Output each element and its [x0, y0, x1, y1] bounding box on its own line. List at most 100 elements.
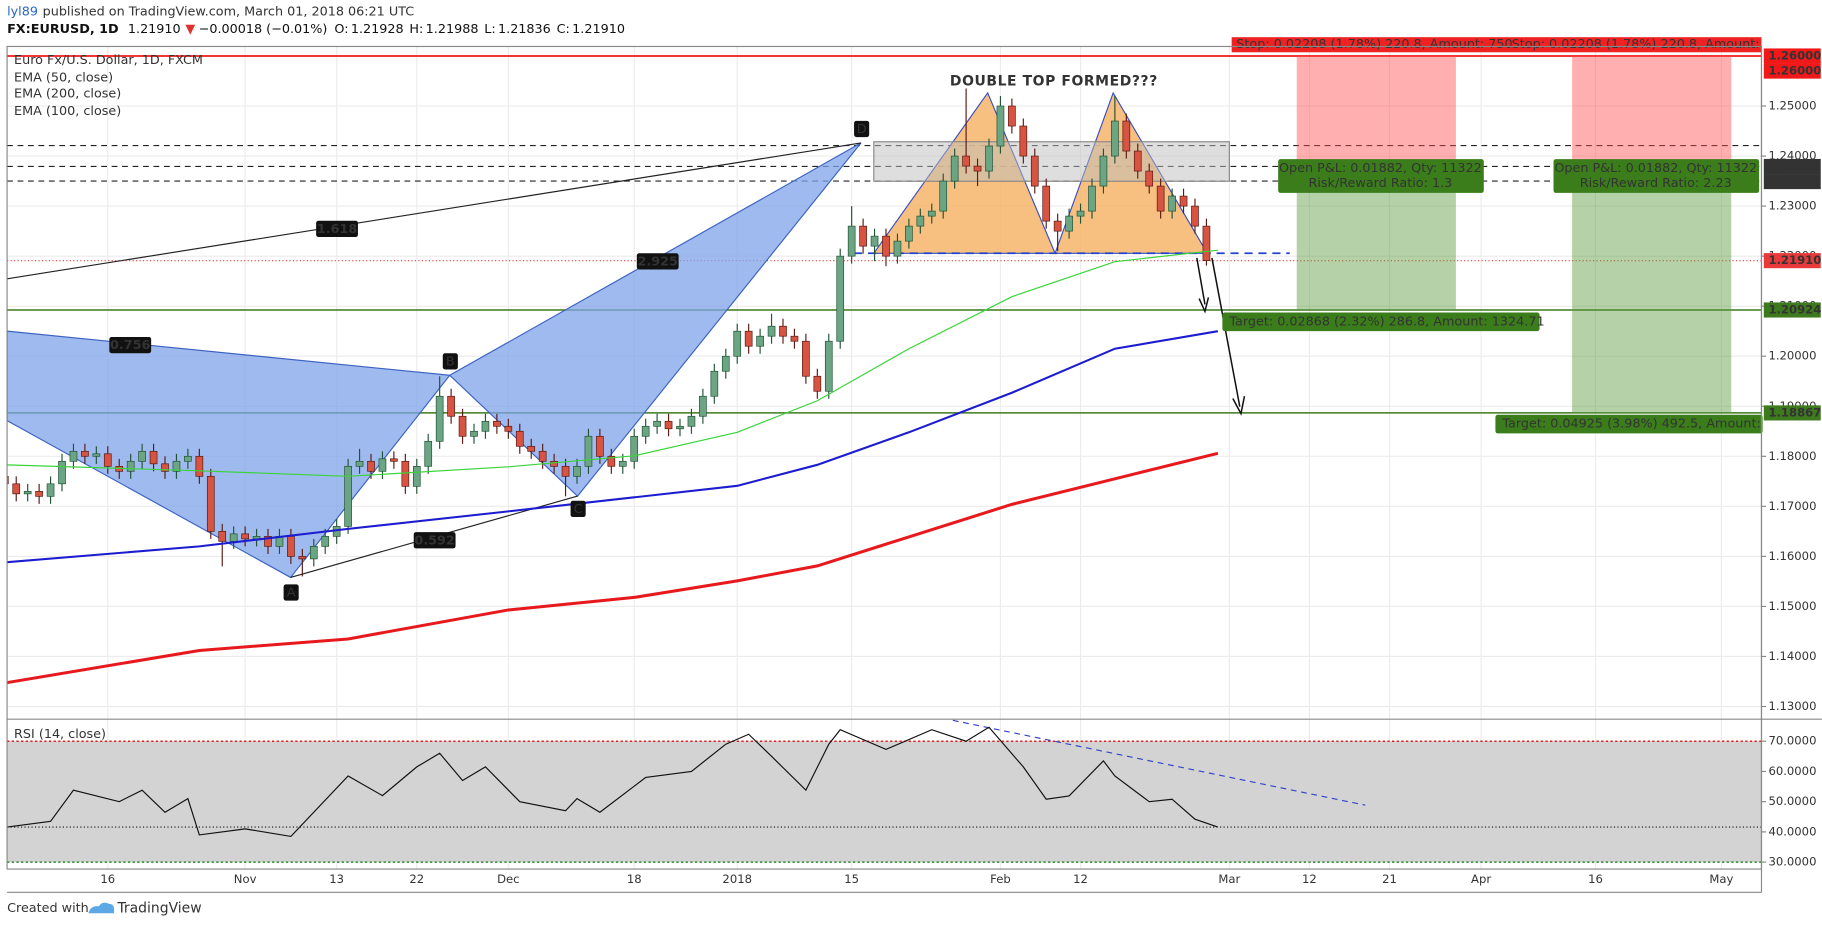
candle-body — [69, 450, 78, 462]
candle-body — [321, 536, 330, 547]
candle-body — [905, 225, 913, 242]
y-tick-label: 1.25000 — [1768, 99, 1816, 113]
ratio-bg — [413, 532, 456, 549]
candle-body — [596, 435, 604, 457]
price-tag — [1763, 63, 1821, 79]
published: published on TradingView.com, March 01, … — [43, 4, 415, 19]
candle-body — [481, 420, 490, 432]
y-tick-label: 1.14000 — [1768, 649, 1816, 663]
ratio-label: 1.618 — [317, 222, 357, 237]
candle-body — [229, 533, 238, 542]
candle-body — [424, 440, 433, 467]
price-tag-label: 1.26000 — [1768, 48, 1821, 62]
ratio-bg — [316, 220, 358, 238]
ratio-bg — [109, 336, 152, 354]
candle-body — [493, 420, 501, 427]
candle-body — [126, 460, 135, 472]
candle-body — [824, 340, 833, 392]
price-tag-label: 1.23792 — [1768, 159, 1821, 173]
candle-body — [870, 235, 879, 247]
candle-body — [195, 455, 204, 477]
candle-body — [687, 415, 696, 427]
candle-body — [264, 536, 272, 547]
price-tag-label: 1.23792 — [1768, 174, 1821, 188]
stop-zone — [1296, 55, 1456, 167]
candle-body — [985, 145, 993, 172]
candle-body — [206, 475, 215, 532]
rsi-tick-label: 40.0000 — [1768, 824, 1816, 838]
candle-body — [435, 395, 444, 442]
candle-body — [7, 475, 9, 485]
candle-body — [447, 395, 455, 417]
stop-label-bg — [1231, 37, 1762, 53]
harmonic-pattern — [7, 91, 1290, 579]
candle-body — [950, 155, 959, 182]
candle-body — [1191, 205, 1199, 227]
axes: 16 Nov 13 22 Dec 18 2018 15 Feb 12 Mar 12 21 Apr 16 May… — [100, 48, 1821, 886]
arrow-head — [1232, 396, 1246, 416]
pattern-xd — [7, 142, 862, 280]
arrow-head — [1198, 297, 1210, 314]
candle-body — [58, 460, 66, 485]
series-line — [7, 451, 1219, 685]
point-bg — [854, 120, 870, 138]
x-tick-label: 2018 — [722, 872, 752, 886]
candle-body — [12, 483, 21, 495]
pl-label-bg — [1553, 159, 1760, 193]
ohlc-value: 1.21988 — [426, 22, 479, 37]
rr-label: Risk/Reward Ratio: 2.23 — [1580, 176, 1732, 191]
target-label-bg — [1495, 414, 1763, 434]
rsi-tick-label: 50.0000 — [1768, 794, 1816, 808]
candle-body — [584, 435, 593, 467]
point-label: D — [857, 122, 867, 137]
candle-body — [618, 460, 627, 467]
y-tick-label: 1.15000 — [1768, 599, 1816, 613]
candle-body — [847, 225, 856, 257]
change: −0.00018 (−0.01%) — [199, 22, 328, 37]
price-tag-label: 1.20924 — [1768, 302, 1821, 316]
candle-body — [309, 546, 318, 560]
user: lyl89 — [7, 4, 38, 19]
x-tick-label: 12 — [1302, 872, 1317, 886]
price-tag-label: 1.21910 — [1768, 253, 1821, 267]
candle-body — [1053, 220, 1062, 232]
footer-created: Created with — [7, 901, 89, 916]
x-tick-label: 12 — [1073, 872, 1088, 886]
x-tick-label: 13 — [329, 872, 344, 886]
candle-body — [676, 425, 684, 430]
legend-entry: EMA (100, close) — [14, 104, 121, 119]
candle-body — [504, 425, 513, 432]
candle-body — [46, 483, 55, 497]
candle-body — [1030, 155, 1039, 187]
candle-body — [1145, 170, 1154, 187]
candle-body — [721, 355, 730, 372]
candle-body — [733, 330, 742, 357]
ohlc-label: H: — [409, 22, 423, 37]
candle-body — [939, 180, 948, 212]
x-tick-label: 16 — [100, 872, 115, 886]
x-tick-label: 22 — [409, 872, 424, 886]
candle-body — [607, 455, 616, 467]
legend: Euro Fx/U.S. Dollar, 1D, FXCM EMA (50, c… — [14, 53, 203, 119]
candle-body — [927, 210, 936, 217]
candle-body — [767, 325, 776, 337]
candle-body — [103, 453, 112, 467]
candle-body — [1133, 150, 1142, 172]
resistance-zone — [873, 141, 1230, 182]
pl-label-bg — [1278, 159, 1484, 193]
ratio-label: 2.925 — [638, 254, 678, 269]
x-tick-label: Feb — [990, 872, 1011, 886]
symbol: FX:EURUSD, 1D — [7, 22, 119, 37]
y-tick-label: 1.20000 — [1768, 349, 1816, 363]
candle-body — [1168, 195, 1176, 212]
ohlc-value: 1.21928 — [351, 22, 404, 37]
y-tick-label: 1.18000 — [1768, 449, 1816, 463]
candle-body — [710, 370, 719, 397]
rr-label: Risk/Reward Ratio: 1.3 — [1308, 176, 1452, 191]
pl-label: Open P&L: 0.01882, Qty: 11322 — [1554, 161, 1757, 176]
ohlc-value: 1.21910 — [572, 22, 625, 37]
candle-body — [561, 465, 570, 477]
stop-label: Stop: 0.02208 (1.78%) 220.8, Amount: 750 — [1512, 37, 1788, 52]
candle-body — [470, 430, 478, 437]
candle-body — [893, 240, 902, 257]
